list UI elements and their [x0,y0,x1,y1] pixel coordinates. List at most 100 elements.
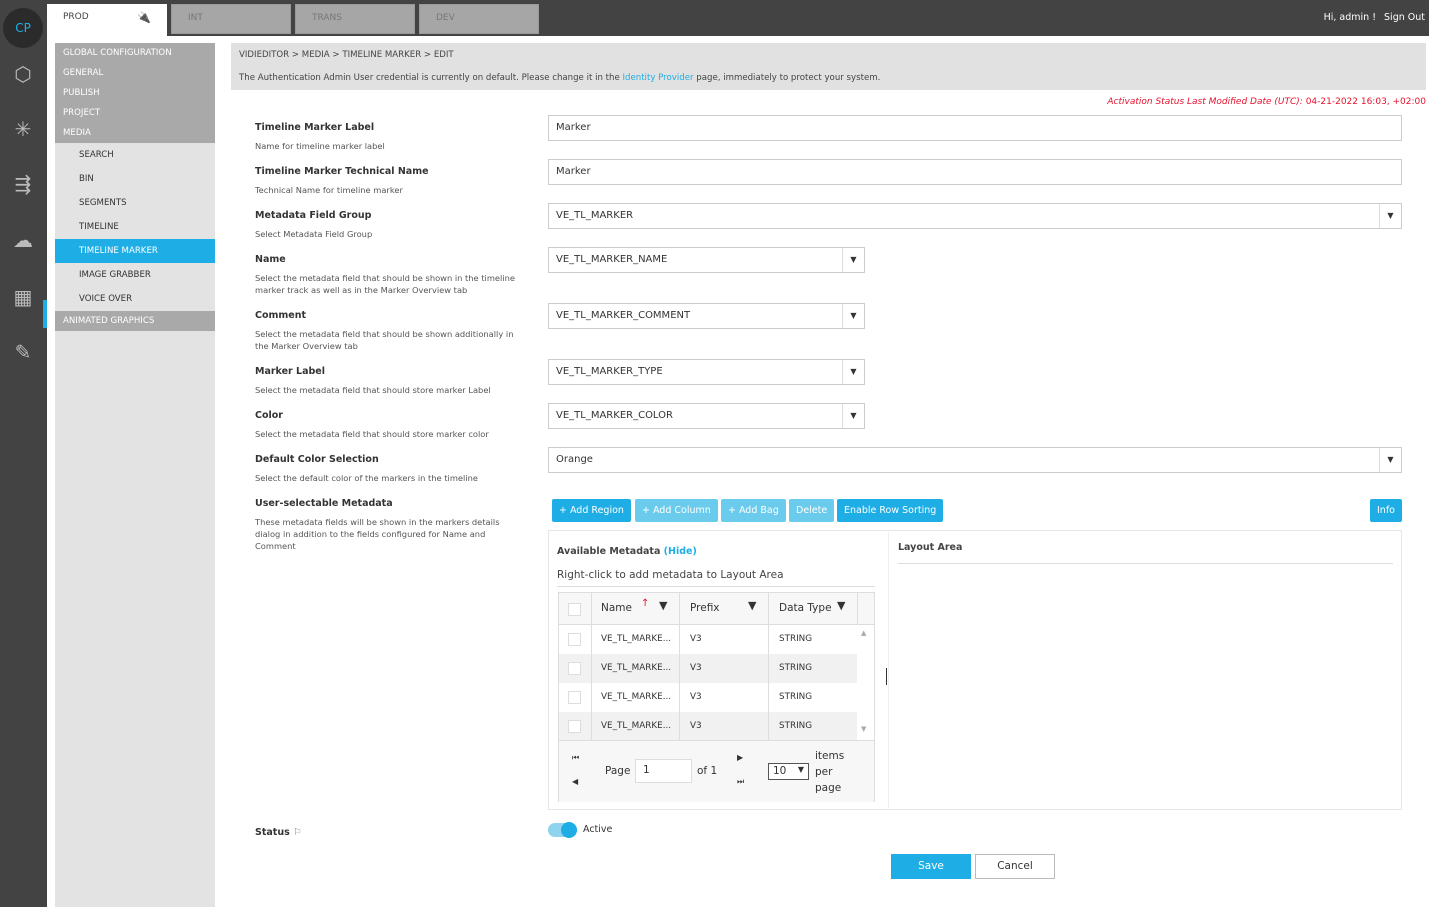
page-count: of 1 [697,765,718,777]
splitter-handle[interactable] [886,668,887,685]
env-tab-dev[interactable]: DEV [419,4,539,34]
layout-area-title: Layout Area [898,542,1393,564]
row-checkbox[interactable] [568,720,581,733]
cell-prefix: V3 [690,634,702,644]
sidebar-global-configuration[interactable]: GLOBAL CONFIGURATION [55,43,215,63]
metadata-field-group-select[interactable]: VE_TL_MARKER ▼ [548,203,1402,229]
sidebar-item-bin[interactable]: BIN [55,167,215,191]
last-page-icon[interactable]: ⏭ [737,777,745,786]
filter-icon[interactable]: ▼ [659,599,668,612]
desc-comment: Select the metadata field that should be… [255,329,514,351]
cancel-button[interactable]: Cancel [975,854,1055,879]
sidebar-item-timeline-marker[interactable]: TIMELINE MARKER [55,239,215,263]
column-header-prefix[interactable]: Prefix [690,602,720,614]
network-icon[interactable]: ✳ [14,117,32,141]
color-field-select[interactable]: VE_TL_MARKER_COLOR ▼ [548,403,865,429]
sidebar-item-image-grabber[interactable]: IMAGE GRABBER [55,263,215,287]
sidebar-media[interactable]: MEDIA [55,123,215,143]
page-input[interactable]: 1 [635,759,692,783]
save-button[interactable]: Save [891,854,971,879]
cell-name: VE_TL_MARKE... [601,692,672,702]
enable-row-sorting-button[interactable]: Enable Row Sorting [837,499,944,522]
app-logo[interactable]: CP [3,8,43,48]
add-region-button[interactable]: + Add Region [552,499,631,522]
add-bag-button[interactable]: + Add Bag [721,499,786,522]
row-checkbox[interactable] [568,633,581,646]
table-row[interactable]: VE_TL_MARKE... V3 STRING [559,654,857,683]
column-header-data-type[interactable]: Data Type [779,602,832,614]
status-toggle[interactable] [548,822,577,838]
desc-user-selectable-metadata: These metadata fields will be shown in t… [255,517,500,551]
available-metadata-title: Available Metadata (Hide) [557,546,697,557]
prev-page-icon[interactable]: ◀ [572,777,579,786]
scroll-up-icon[interactable]: ▲ [861,629,867,637]
items-per-page-label: items per page [815,750,845,794]
name-field-select[interactable]: VE_TL_MARKER_NAME ▼ [548,247,865,273]
media-tools-icon[interactable]: ▦ [13,285,33,309]
selected-value: VE_TL_MARKER_TYPE [556,366,663,377]
comment-field-select[interactable]: VE_TL_MARKER_COMMENT ▼ [548,303,865,329]
marker-label-input[interactable]: Marker [548,115,1402,141]
technical-name-input[interactable]: Marker [548,159,1402,185]
cubes-icon[interactable]: ⬡ [14,62,32,86]
sidebar-general[interactable]: GENERAL [55,63,215,83]
label-marker-label-field: Marker Label [255,366,326,377]
first-page-icon[interactable]: ⏮ [572,753,580,762]
vector-pen-icon[interactable]: ✎ [14,340,32,364]
env-tab-trans[interactable]: TRANS [295,4,415,34]
sign-out-link[interactable]: Sign Out [1384,12,1425,23]
alert-text-end: page, immediately to protect your system… [693,73,881,83]
marker-label-field-select[interactable]: VE_TL_MARKER_TYPE ▼ [548,359,865,385]
sidebar-item-search[interactable]: SEARCH [55,143,215,167]
chevron-down-icon: ▼ [842,404,864,428]
scroll-down-icon[interactable]: ▼ [861,725,867,733]
sidebar-project[interactable]: PROJECT [55,103,215,123]
alert-text: The Authentication Admin User credential… [239,73,623,83]
cell-type: STRING [779,721,813,731]
table-row[interactable]: VE_TL_MARKE... V3 STRING [559,683,857,712]
page-size-select[interactable]: 10 ▼ [768,763,809,780]
sidebar-animated-graphics[interactable]: ANIMATED GRAPHICS [55,311,215,331]
column-header-name[interactable]: Name [601,602,632,614]
desc-technical-name: Technical Name for timeline marker [255,185,403,195]
sidebar-item-segments[interactable]: SEGMENTS [55,191,215,215]
pager: ⏮ ◀ Page 1 of 1 ▶ ⏭ 10 ▼ items per page [559,740,874,802]
desc-metadata-field-group: Select Metadata Field Group [255,229,373,239]
info-button[interactable]: Info [1370,499,1402,522]
default-color-select[interactable]: Orange ▼ [548,447,1402,473]
label-marker-label: Timeline Marker Label [255,122,375,133]
plug-icon: 🔌 [137,11,151,24]
desc-name: Select the metadata field that should be… [255,273,516,295]
table-row[interactable]: VE_TL_MARKE... V3 STRING [559,625,857,654]
splitter[interactable] [888,532,889,808]
filter-icon[interactable]: ▼ [748,599,757,612]
cell-name: VE_TL_MARKE... [601,634,672,644]
cell-type: STRING [779,663,813,673]
next-page-icon[interactable]: ▶ [737,753,744,762]
table-row[interactable]: VE_TL_MARKE... V3 STRING [559,712,857,741]
row-checkbox[interactable] [568,662,581,675]
delete-button[interactable]: Delete [789,499,835,522]
sidebar-item-voice-over[interactable]: VOICE OVER [55,287,215,311]
row-checkbox[interactable] [568,691,581,704]
desc-color: Select the metadata field that should st… [255,429,489,439]
filter-icon[interactable]: ▼ [837,599,846,612]
flow-icon[interactable]: ⇶ [14,172,32,196]
add-column-button[interactable]: + Add Column [635,499,718,522]
column-divider [857,593,858,625]
select-all-checkbox[interactable] [568,603,581,616]
sidebar-item-timeline[interactable]: TIMELINE [55,215,215,239]
env-tab-prod[interactable]: PROD 🔌 [47,4,167,36]
icon-rail [0,36,47,907]
env-tab-int[interactable]: INT [171,4,291,34]
cloud-network-icon[interactable]: ☁ [13,228,33,252]
toggle-knob [561,822,577,838]
sidebar-publish[interactable]: PUBLISH [55,83,215,103]
hide-link[interactable]: (Hide) [663,546,697,557]
chevron-down-icon: ▼ [842,304,864,328]
column-divider [679,593,680,740]
metadata-layout-panel [548,530,1402,810]
page-size-value: 10 [773,765,787,777]
selected-value: VE_TL_MARKER_COMMENT [556,310,691,321]
identity-provider-link[interactable]: Identity Provider [622,73,694,83]
